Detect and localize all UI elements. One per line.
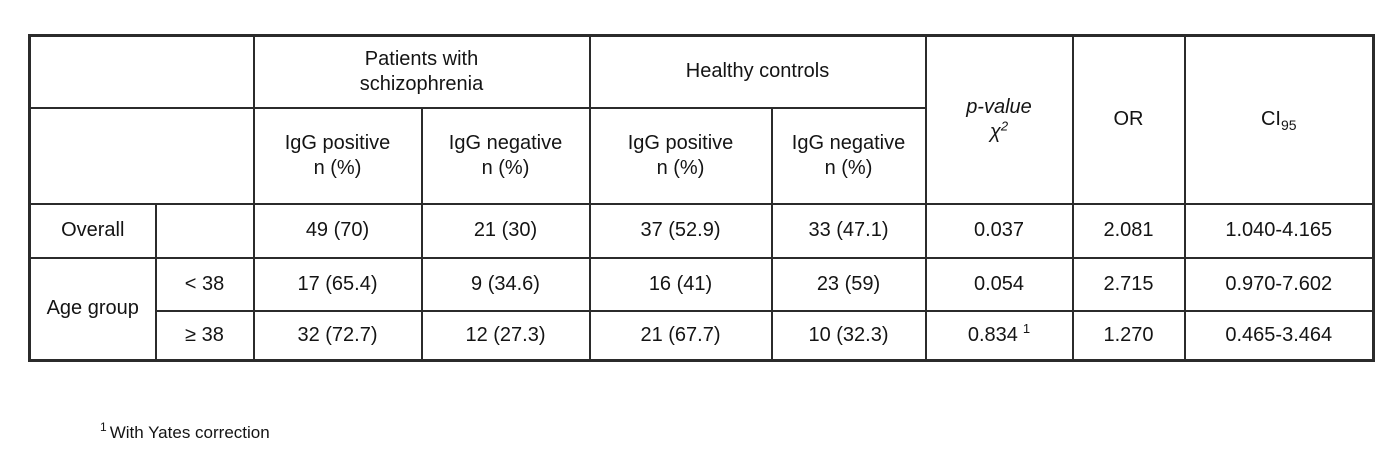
cell-ge38-healthy-igg-negative: 10 (32.3)	[770, 309, 927, 362]
subheader-schiz-igg-positive: IgG positive n (%)	[252, 106, 423, 205]
stub-empty-cell-bottom	[28, 106, 255, 205]
cell-lt38-or: 2.715	[1071, 256, 1186, 312]
column-header-pvalue: p-value χ2	[924, 34, 1074, 205]
subheader-schiz-igg-negative: IgG negative n (%)	[420, 106, 591, 205]
chi-squared-symbol: χ2	[989, 118, 1009, 143]
cell-ge38-or: 1.270	[1071, 309, 1186, 362]
cell-ge38-ci95: 0.465-3.464	[1183, 309, 1375, 362]
footnote-yates-correction: 1 With Yates correction	[100, 420, 270, 443]
column-header-ci95: CI95	[1183, 34, 1375, 205]
row-sublabel-overall-empty	[154, 202, 255, 259]
cell-lt38-schiz-igg-negative: 9 (34.6)	[420, 256, 591, 312]
row-sublabel-age-ge-38: ≥ 38	[154, 309, 255, 362]
header-row-groups: Patients with schizophrenia Healthy cont…	[28, 34, 1375, 205]
row-label-overall: Overall	[28, 202, 157, 259]
cell-overall-or: 2.081	[1071, 202, 1186, 259]
cell-overall-healthy-igg-negative: 33 (47.1)	[770, 202, 927, 259]
cell-lt38-schiz-igg-positive: 17 (65.4)	[252, 256, 423, 312]
table-row-age-lt-38: Age group < 38 17 (65.4) 9 (34.6) 16 (41…	[28, 256, 1375, 362]
row-label-age-group: Age group	[28, 256, 157, 362]
footnote-text: With Yates correction	[109, 423, 270, 442]
subheader-healthy-igg-positive: IgG positive n (%)	[588, 106, 773, 205]
group-header-healthy-label: Healthy controls	[685, 60, 830, 83]
row-sublabel-age-lt-38: < 38	[154, 256, 255, 312]
group-header-healthy: Healthy controls	[588, 34, 927, 109]
group-header-schizophrenia-label: Patients with schizophrenia	[359, 47, 484, 95]
cell-overall-ci95: 1.040-4.165	[1183, 202, 1375, 259]
cell-ge38-pvalue: 0.834 1	[924, 309, 1074, 362]
cell-ge38-schiz-igg-positive: 32 (72.7)	[252, 309, 423, 362]
cell-overall-schiz-igg-negative: 21 (30)	[420, 202, 591, 259]
header-row-subcolumns: IgG positive n (%) IgG negative n (%) Ig…	[28, 106, 1374, 205]
results-table: Patients with schizophrenia Healthy cont…	[28, 34, 1375, 362]
cell-ge38-schiz-igg-negative: 12 (27.3)	[420, 309, 591, 362]
pvalue-label: p-value	[966, 95, 1032, 118]
yates-footnote-marker: 1	[1022, 321, 1031, 337]
table-row-overall: Overall 49 (70) 21 (30) 37 (52.9) 33 (47…	[28, 202, 1375, 259]
ci-label: CI95	[1260, 108, 1297, 134]
table-row-age-ge-38: ≥ 38 32 (72.7) 12 (27.3) 21 (67.7) 10 (3…	[30, 309, 1375, 362]
cell-ge38-healthy-igg-positive: 21 (67.7)	[588, 309, 773, 362]
cell-lt38-ci95: 0.970-7.602	[1183, 256, 1375, 312]
cell-overall-healthy-igg-positive: 37 (52.9)	[588, 202, 773, 259]
group-header-schizophrenia: Patients with schizophrenia	[252, 34, 591, 109]
footnote-marker: 1	[100, 420, 107, 435]
cell-overall-pvalue: 0.037	[924, 202, 1074, 259]
cell-lt38-healthy-igg-negative: 23 (59)	[770, 256, 927, 312]
or-label: OR	[1113, 108, 1144, 131]
stub-empty-cell-top	[28, 34, 255, 109]
column-header-or: OR	[1071, 34, 1186, 205]
subheader-healthy-igg-negative: IgG negative n (%)	[770, 106, 927, 205]
cell-overall-schiz-igg-positive: 49 (70)	[252, 202, 423, 259]
cell-lt38-pvalue: 0.054	[924, 256, 1074, 312]
cell-lt38-healthy-igg-positive: 16 (41)	[588, 256, 773, 312]
